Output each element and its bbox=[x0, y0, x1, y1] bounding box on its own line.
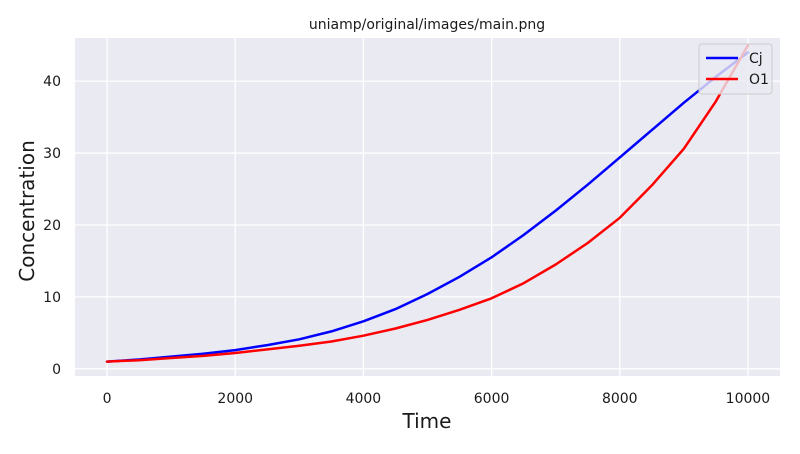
plot-background bbox=[75, 38, 780, 376]
x-tick-label: 0 bbox=[103, 391, 112, 407]
series-line-cj bbox=[105, 51, 750, 363]
y-tick-label: 0 bbox=[52, 362, 61, 378]
x-tick-label: 10000 bbox=[726, 391, 771, 407]
y-axis-title: Concentration bbox=[15, 140, 39, 281]
legend-label-cj: Cj bbox=[749, 51, 763, 67]
x-tick-label: 2000 bbox=[217, 391, 253, 407]
legend-label-o1: O1 bbox=[749, 72, 769, 88]
x-tick-label: 8000 bbox=[602, 391, 638, 407]
chart-title: uniamp/original/images/main.png bbox=[309, 17, 545, 33]
legend: Cj O1 bbox=[698, 43, 773, 95]
legend-box bbox=[698, 43, 773, 95]
series-line-o1 bbox=[105, 43, 750, 363]
tick-labels: 0 2000 4000 6000 8000 10000 0 10 20 30 40 bbox=[43, 74, 770, 407]
y-tick-label: 30 bbox=[43, 146, 61, 162]
series-lines bbox=[105, 43, 750, 363]
y-tick-label: 40 bbox=[43, 74, 61, 90]
x-tick-label: 6000 bbox=[474, 391, 510, 407]
y-tick-label: 20 bbox=[43, 218, 61, 234]
y-tick-label: 10 bbox=[43, 290, 61, 306]
x-axis-title: Time bbox=[402, 409, 452, 433]
x-tick-label: 4000 bbox=[346, 391, 382, 407]
